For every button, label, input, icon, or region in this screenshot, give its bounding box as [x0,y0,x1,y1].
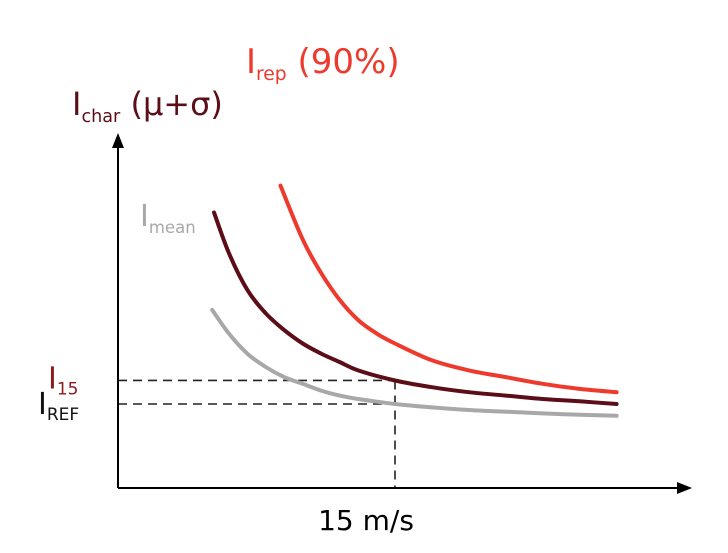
series-label-sub: rep [256,64,287,85]
y-tick-sub: 15 [57,379,79,399]
series-label-sub: mean [149,218,196,237]
series-label-main: I [72,85,81,123]
series-line-rep [281,186,617,393]
y-tick-main: I [48,361,57,396]
y-tick-main: I [38,387,47,422]
y-tick-label-15: I15 [48,361,79,399]
y-axis-arrow-icon [112,133,124,148]
series-label-mean: Imean [140,199,196,237]
x-tick-label: 15 m/s [318,504,414,537]
series-label-main: I [246,42,256,82]
x-axis-arrow-icon [677,482,692,494]
series-label-main: I [140,199,149,234]
axes [112,133,692,494]
series-line-char [214,213,617,405]
series-label-suffix: (μ+σ) [120,85,223,123]
series-label-sub: char [81,107,121,127]
y-tick-sub: REF [47,405,79,425]
series-label-char: Ichar (μ+σ) [72,85,223,127]
series-label-rep: Irep (90%) [246,42,400,85]
series-label-suffix: (90%) [287,42,400,82]
